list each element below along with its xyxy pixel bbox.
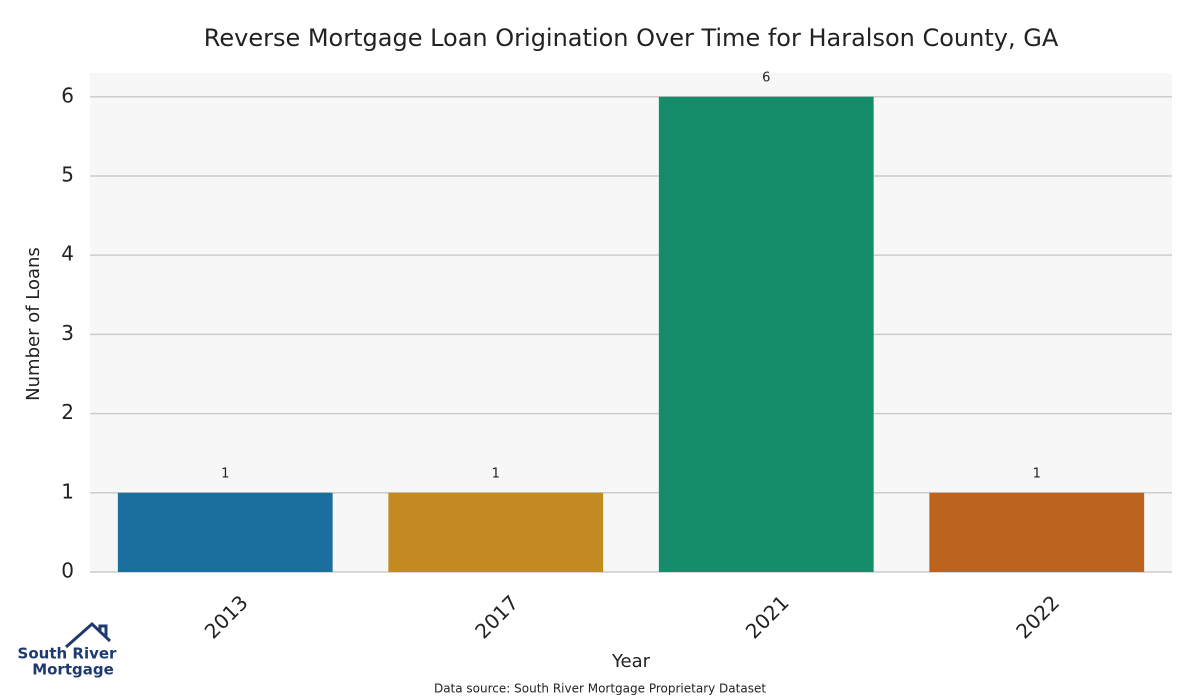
- y-tick-label: 1: [61, 479, 74, 503]
- value-label: 1: [1033, 466, 1041, 481]
- value-label: 1: [492, 466, 500, 481]
- y-axis-label: Number of Loans: [23, 247, 44, 401]
- value-label: 1: [221, 466, 229, 481]
- x-tick-label: 2017: [470, 590, 523, 643]
- y-tick-label: 0: [61, 559, 74, 583]
- y-tick-label: 3: [61, 321, 74, 345]
- y-tick-label: 4: [61, 242, 74, 266]
- x-axis-label: Year: [611, 651, 651, 672]
- logo-text: Mortgage: [32, 661, 114, 679]
- bar: [117, 492, 333, 572]
- x-tick-label: 2013: [200, 590, 253, 643]
- logo: South River Mortgage: [18, 621, 118, 679]
- logo-text: South River: [18, 645, 118, 663]
- chart-title: Reverse Mortgage Loan Origination Over T…: [204, 24, 1059, 52]
- y-tick-label: 6: [61, 83, 74, 107]
- plot-background: [90, 73, 1172, 572]
- logo-icon: [65, 621, 112, 649]
- y-tick-label: 5: [61, 162, 74, 186]
- x-tick-label: 2022: [1011, 590, 1064, 643]
- bar: [658, 96, 874, 572]
- source-note: Data source: South River Mortgage Propri…: [434, 682, 766, 696]
- value-label: 6: [762, 70, 770, 85]
- bar: [388, 492, 604, 572]
- y-tick-label: 2: [61, 400, 74, 424]
- bar: [929, 492, 1145, 572]
- x-tick-label: 2021: [741, 590, 794, 643]
